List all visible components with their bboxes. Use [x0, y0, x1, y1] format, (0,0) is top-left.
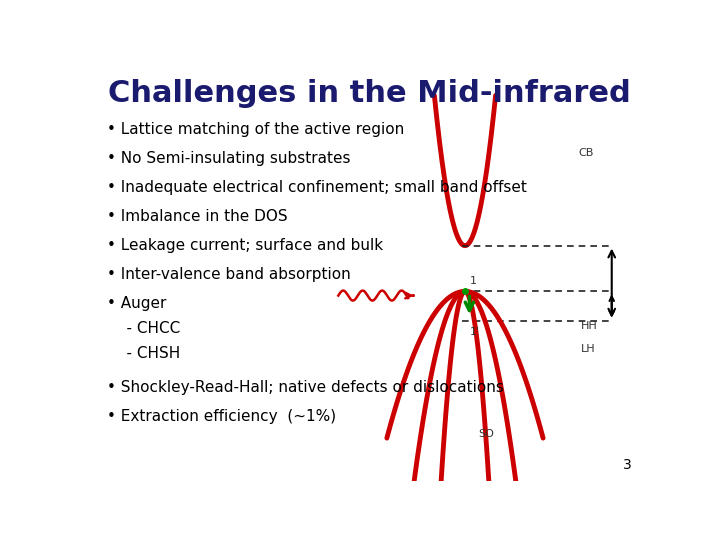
- Text: 1: 1: [469, 276, 477, 286]
- Text: CB: CB: [578, 148, 593, 158]
- Text: 3: 3: [623, 458, 631, 472]
- Text: Challenges in the Mid-infrared: Challenges in the Mid-infrared: [107, 79, 631, 109]
- Text: • Shockley-Read-Hall; native defects or dislocations: • Shockley-Read-Hall; native defects or …: [107, 380, 503, 395]
- Text: • No Semi-insulating substrates: • No Semi-insulating substrates: [107, 151, 350, 166]
- Text: • Extraction efficiency  (~1%): • Extraction efficiency (~1%): [107, 409, 336, 424]
- Text: SO: SO: [478, 429, 494, 439]
- Text: • Inter-valence band absorption: • Inter-valence band absorption: [107, 267, 351, 282]
- Text: • Leakage current; surface and bulk: • Leakage current; surface and bulk: [107, 238, 383, 253]
- Text: • Auger: • Auger: [107, 296, 166, 312]
- Text: LH: LH: [581, 343, 595, 354]
- Text: • Lattice matching of the active region: • Lattice matching of the active region: [107, 122, 404, 137]
- Text: HH: HH: [581, 321, 598, 331]
- Text: • Inadequate electrical confinement; small band offset: • Inadequate electrical confinement; sma…: [107, 180, 526, 195]
- Text: - CHCC: - CHCC: [107, 321, 180, 336]
- Text: • Imbalance in the DOS: • Imbalance in the DOS: [107, 209, 287, 224]
- Text: - CHSH: - CHSH: [107, 346, 180, 361]
- Text: 1': 1': [469, 327, 480, 337]
